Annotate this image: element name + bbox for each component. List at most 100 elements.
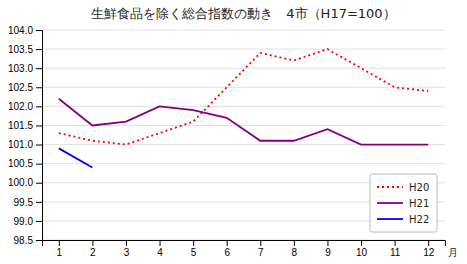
y-tick-mark — [36, 221, 42, 222]
x-tick-mark — [260, 240, 261, 246]
x-tick-mark — [160, 240, 161, 246]
y-axis: 98.5 99.0 99.5 100.0 100.5 101.0 101.5 102.0 102… — [8, 25, 43, 246]
grid — [42, 30, 445, 240]
x-tick-label: 4 — [157, 247, 163, 258]
x-tick-label: 2 — [90, 247, 96, 258]
x-tick: 7 — [258, 240, 264, 258]
y-tick-mark — [36, 125, 42, 126]
x-tick-label: 3 — [124, 247, 130, 258]
grid-line — [42, 30, 445, 31]
y-tick: 102.0 — [8, 101, 42, 112]
y-tick-mark — [36, 183, 42, 184]
chart: 生鮮食品を除く総合指数の動き 4市（H17=100） 98.5 99.0 99.5 10… — [0, 0, 467, 264]
x-tick: 10 — [356, 240, 368, 258]
lines — [59, 49, 428, 167]
y-tick: 100.0 — [8, 177, 42, 188]
x-axis-label: 月 — [448, 247, 458, 258]
x-tick-mark — [395, 240, 396, 246]
x-axis: 123456789101112 — [43, 240, 446, 258]
legend-item: H22 — [377, 214, 429, 225]
x-tick: 5 — [191, 240, 197, 258]
x-tick-label: 9 — [325, 247, 331, 258]
legend-box — [370, 174, 437, 232]
y-tick-label: 100.5 — [8, 158, 33, 169]
x-tick-mark — [428, 240, 429, 246]
y-tick-label: 102.0 — [8, 101, 33, 112]
plot: 98.599.099.5100.0100.5101.0101.5102.0102… — [8, 25, 446, 258]
y-tick-mark — [36, 87, 42, 88]
x-axis-line — [43, 241, 446, 247]
x-tick: 6 — [224, 240, 230, 258]
x-tick-label: 10 — [356, 247, 368, 258]
y-tick: 98.5 — [14, 235, 42, 246]
x-tick: 9 — [325, 240, 331, 258]
y-tick: 101.5 — [8, 120, 42, 131]
y-tick-mark — [36, 68, 42, 69]
x-tick-label: 12 — [423, 247, 435, 258]
x-tick-label: 5 — [191, 247, 197, 258]
y-tick: 102.5 — [8, 82, 42, 93]
x-tick-mark — [227, 240, 228, 246]
y-tick-label: 102.5 — [8, 82, 33, 93]
y-tick: 103.0 — [8, 63, 42, 74]
x-tick: 12 — [423, 240, 435, 258]
grid-line — [42, 106, 445, 107]
x-tick-mark — [59, 240, 60, 246]
y-tick-mark — [36, 164, 42, 165]
y-tick-label: 103.5 — [8, 44, 33, 55]
y-tick: 104.0 — [8, 25, 42, 36]
legend: H20 H21 H22 — [370, 174, 437, 232]
series-line — [59, 99, 428, 145]
y-tick: 100.5 — [8, 158, 42, 169]
legend-item: H20 — [377, 182, 429, 193]
y-axis-line — [36, 31, 43, 241]
x-tick: 2 — [90, 240, 96, 258]
x-tick-label: 1 — [57, 247, 63, 258]
y-tick-label: 101.0 — [8, 139, 33, 150]
series-line — [59, 49, 428, 144]
series-line — [59, 148, 93, 167]
legend-swatch — [377, 186, 403, 188]
y-tick: 101.0 — [8, 139, 42, 150]
x-tick-mark — [193, 240, 194, 246]
x-tick: 1 — [57, 240, 63, 258]
y-tick: 99.0 — [14, 216, 42, 227]
grid-line — [42, 163, 445, 164]
grid-line — [42, 68, 445, 69]
grid-line — [42, 87, 445, 88]
x-tick-mark — [126, 240, 127, 246]
y-tick-label: 99.0 — [14, 216, 34, 227]
x-tick-label: 11 — [390, 247, 401, 258]
y-tick-mark — [36, 49, 42, 50]
grid-line — [42, 49, 445, 50]
legend-label: H21 — [409, 198, 429, 209]
y-tick-mark — [36, 30, 42, 31]
y-tick-label: 103.0 — [8, 63, 33, 74]
y-tick: 103.5 — [8, 44, 42, 55]
x-tick: 3 — [124, 240, 130, 258]
y-tick-label: 99.5 — [14, 197, 34, 208]
legend-swatch — [377, 218, 403, 220]
y-tick: 99.5 — [14, 197, 42, 208]
y-tick-label: 98.5 — [14, 235, 34, 246]
x-tick-label: 6 — [224, 247, 230, 258]
legend-swatch — [377, 202, 403, 204]
x-tick-mark — [294, 240, 295, 246]
y-tick-label: 104.0 — [8, 25, 33, 36]
title: 生鮮食品を除く総合指数の動き 4市（H17=100） — [91, 6, 395, 21]
legend-label: H20 — [409, 182, 429, 193]
x-tick-label: 7 — [258, 247, 264, 258]
x-tick-mark — [361, 240, 362, 246]
legend-label: H22 — [409, 214, 429, 225]
x-tick-mark — [92, 240, 93, 246]
y-tick-mark — [36, 145, 42, 146]
x-tick: 8 — [292, 240, 298, 258]
y-tick-mark — [36, 202, 42, 203]
y-tick-label: 100.0 — [8, 177, 33, 188]
x-tick: 4 — [157, 240, 163, 258]
x-tick-label: 8 — [292, 247, 298, 258]
y-tick-mark — [36, 106, 42, 107]
x-tick-mark — [327, 240, 328, 246]
x-tick: 11 — [390, 240, 401, 258]
y-tick-label: 101.5 — [8, 120, 33, 131]
